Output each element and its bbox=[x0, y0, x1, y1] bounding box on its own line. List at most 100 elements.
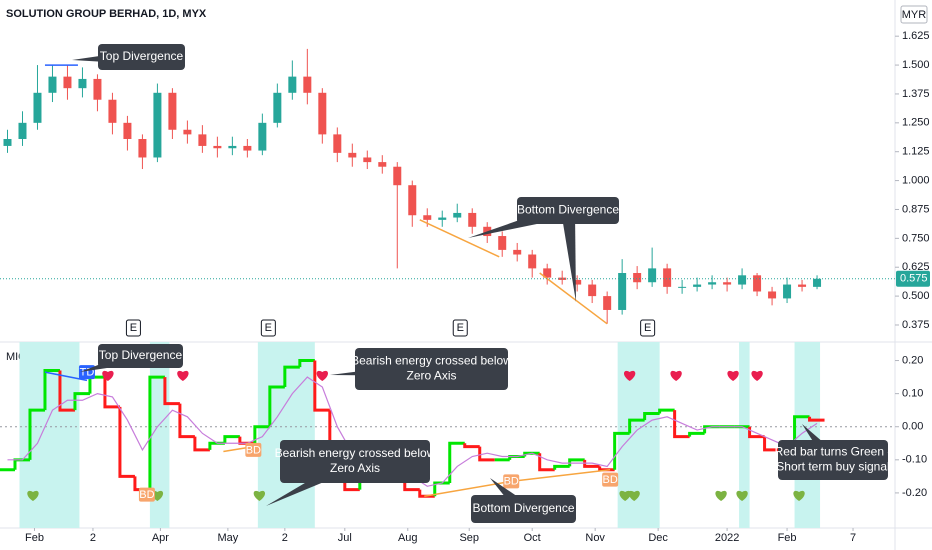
sell-signal bbox=[316, 370, 329, 381]
x-tick-label: 2 bbox=[90, 532, 96, 544]
candle-body bbox=[723, 282, 732, 285]
callout-text: Zero Axis bbox=[330, 461, 380, 475]
candle-body bbox=[753, 275, 762, 292]
callout-box bbox=[355, 348, 508, 390]
callout-box bbox=[778, 440, 888, 480]
sell-signal bbox=[623, 370, 636, 381]
y-tick-label: 0.375 bbox=[902, 319, 930, 331]
callout: Bottom Divergence bbox=[468, 197, 619, 302]
indicator-step bbox=[688, 431, 705, 437]
candle-body bbox=[228, 145, 237, 149]
candle-body bbox=[618, 273, 627, 310]
sell-signal bbox=[727, 370, 739, 381]
indicator-step bbox=[193, 436, 210, 452]
candle-body bbox=[288, 76, 297, 93]
callout-box bbox=[98, 344, 183, 368]
currency: MYR bbox=[902, 9, 927, 21]
candle-body bbox=[663, 268, 672, 287]
callout-text: Red bar turns Green - bbox=[775, 445, 892, 459]
x-tick-label: 7 bbox=[850, 532, 856, 544]
candle-body bbox=[678, 286, 687, 288]
y-tick-label: -0.10 bbox=[902, 454, 927, 466]
candle-body bbox=[168, 92, 177, 130]
x-tick-label: 2022 bbox=[715, 532, 739, 544]
candle-body bbox=[528, 254, 537, 269]
candle-body bbox=[423, 215, 432, 220]
indicator-step bbox=[568, 458, 585, 467]
indicator-step bbox=[643, 411, 660, 421]
candle-body bbox=[198, 134, 207, 146]
candle-body bbox=[378, 162, 387, 167]
y-tick-label: -0.20 bbox=[902, 487, 927, 499]
y-tick-label: 0.625 bbox=[902, 261, 930, 273]
y-tick-label: 0.20 bbox=[902, 354, 923, 366]
candle-body bbox=[738, 275, 747, 285]
candle-body bbox=[363, 157, 372, 163]
indicator-step bbox=[118, 406, 135, 478]
callout-text: Short term buy signal bbox=[776, 460, 889, 474]
candle-body bbox=[468, 212, 477, 227]
candle-body bbox=[273, 92, 282, 123]
candle-body bbox=[633, 273, 642, 283]
callout-box bbox=[280, 440, 430, 483]
sell-signal bbox=[670, 370, 682, 381]
candle-body bbox=[393, 166, 402, 186]
y-tick-label: 1.000 bbox=[902, 174, 930, 186]
candle-body bbox=[348, 152, 357, 158]
candle-body bbox=[408, 185, 417, 216]
candle-body bbox=[603, 296, 612, 310]
annotation-box bbox=[138, 487, 155, 502]
indicator-step bbox=[613, 431, 630, 470]
earnings-marker[interactable] bbox=[260, 319, 276, 337]
indicator-step bbox=[298, 359, 315, 368]
trend-line bbox=[511, 469, 611, 483]
signal-zone bbox=[739, 342, 750, 528]
buy-signal bbox=[619, 490, 631, 501]
callout-text: Bearish energy crossed below bbox=[275, 446, 436, 460]
sell-signal bbox=[102, 370, 114, 381]
x-tick-label: Oct bbox=[524, 532, 541, 544]
x-tick-label: Nov bbox=[585, 532, 605, 544]
candle-body bbox=[768, 291, 777, 299]
callout-text: Bottom Divergence bbox=[517, 203, 619, 217]
callout: Top Divergence bbox=[72, 44, 185, 70]
annotation-box bbox=[245, 442, 262, 457]
earnings-marker[interactable] bbox=[125, 319, 141, 337]
candle-body bbox=[798, 284, 807, 287]
indicator-step bbox=[58, 370, 75, 412]
candle-body bbox=[648, 268, 657, 283]
buy-signal bbox=[628, 490, 640, 501]
candle-body bbox=[213, 145, 222, 149]
earnings-label: E bbox=[644, 322, 651, 334]
earnings-marker[interactable] bbox=[640, 319, 656, 337]
candle-body bbox=[108, 99, 117, 123]
candle-body bbox=[513, 249, 522, 255]
earnings-marker[interactable] bbox=[452, 319, 468, 337]
callout-box bbox=[98, 44, 185, 70]
callout-box bbox=[471, 495, 576, 523]
candle-body bbox=[78, 78, 87, 89]
y-tick-label: 0.00 bbox=[902, 421, 923, 433]
candle-body bbox=[813, 278, 822, 287]
candle-body bbox=[48, 76, 57, 93]
indicator-step bbox=[178, 403, 195, 439]
indicator-step bbox=[43, 368, 60, 411]
earnings-label: E bbox=[130, 322, 137, 334]
indicator-step bbox=[673, 410, 690, 439]
candle-body bbox=[573, 279, 582, 285]
callout-text: Bearish energy crossed below bbox=[351, 354, 512, 368]
candle-body bbox=[33, 92, 42, 123]
candle-body bbox=[543, 268, 552, 278]
candle-body bbox=[783, 284, 792, 299]
x-tick-label: 2 bbox=[282, 532, 288, 544]
y-tick-label: 1.125 bbox=[902, 146, 930, 158]
annotation-label: BD bbox=[246, 444, 261, 456]
indicator-step bbox=[808, 416, 825, 422]
currency-box[interactable] bbox=[900, 5, 928, 24]
indicator-step bbox=[763, 436, 780, 452]
callout: Red bar turns Green -Short term buy sign… bbox=[775, 424, 892, 480]
x-tick-label: Feb bbox=[778, 532, 797, 544]
indicator-step bbox=[553, 464, 570, 470]
